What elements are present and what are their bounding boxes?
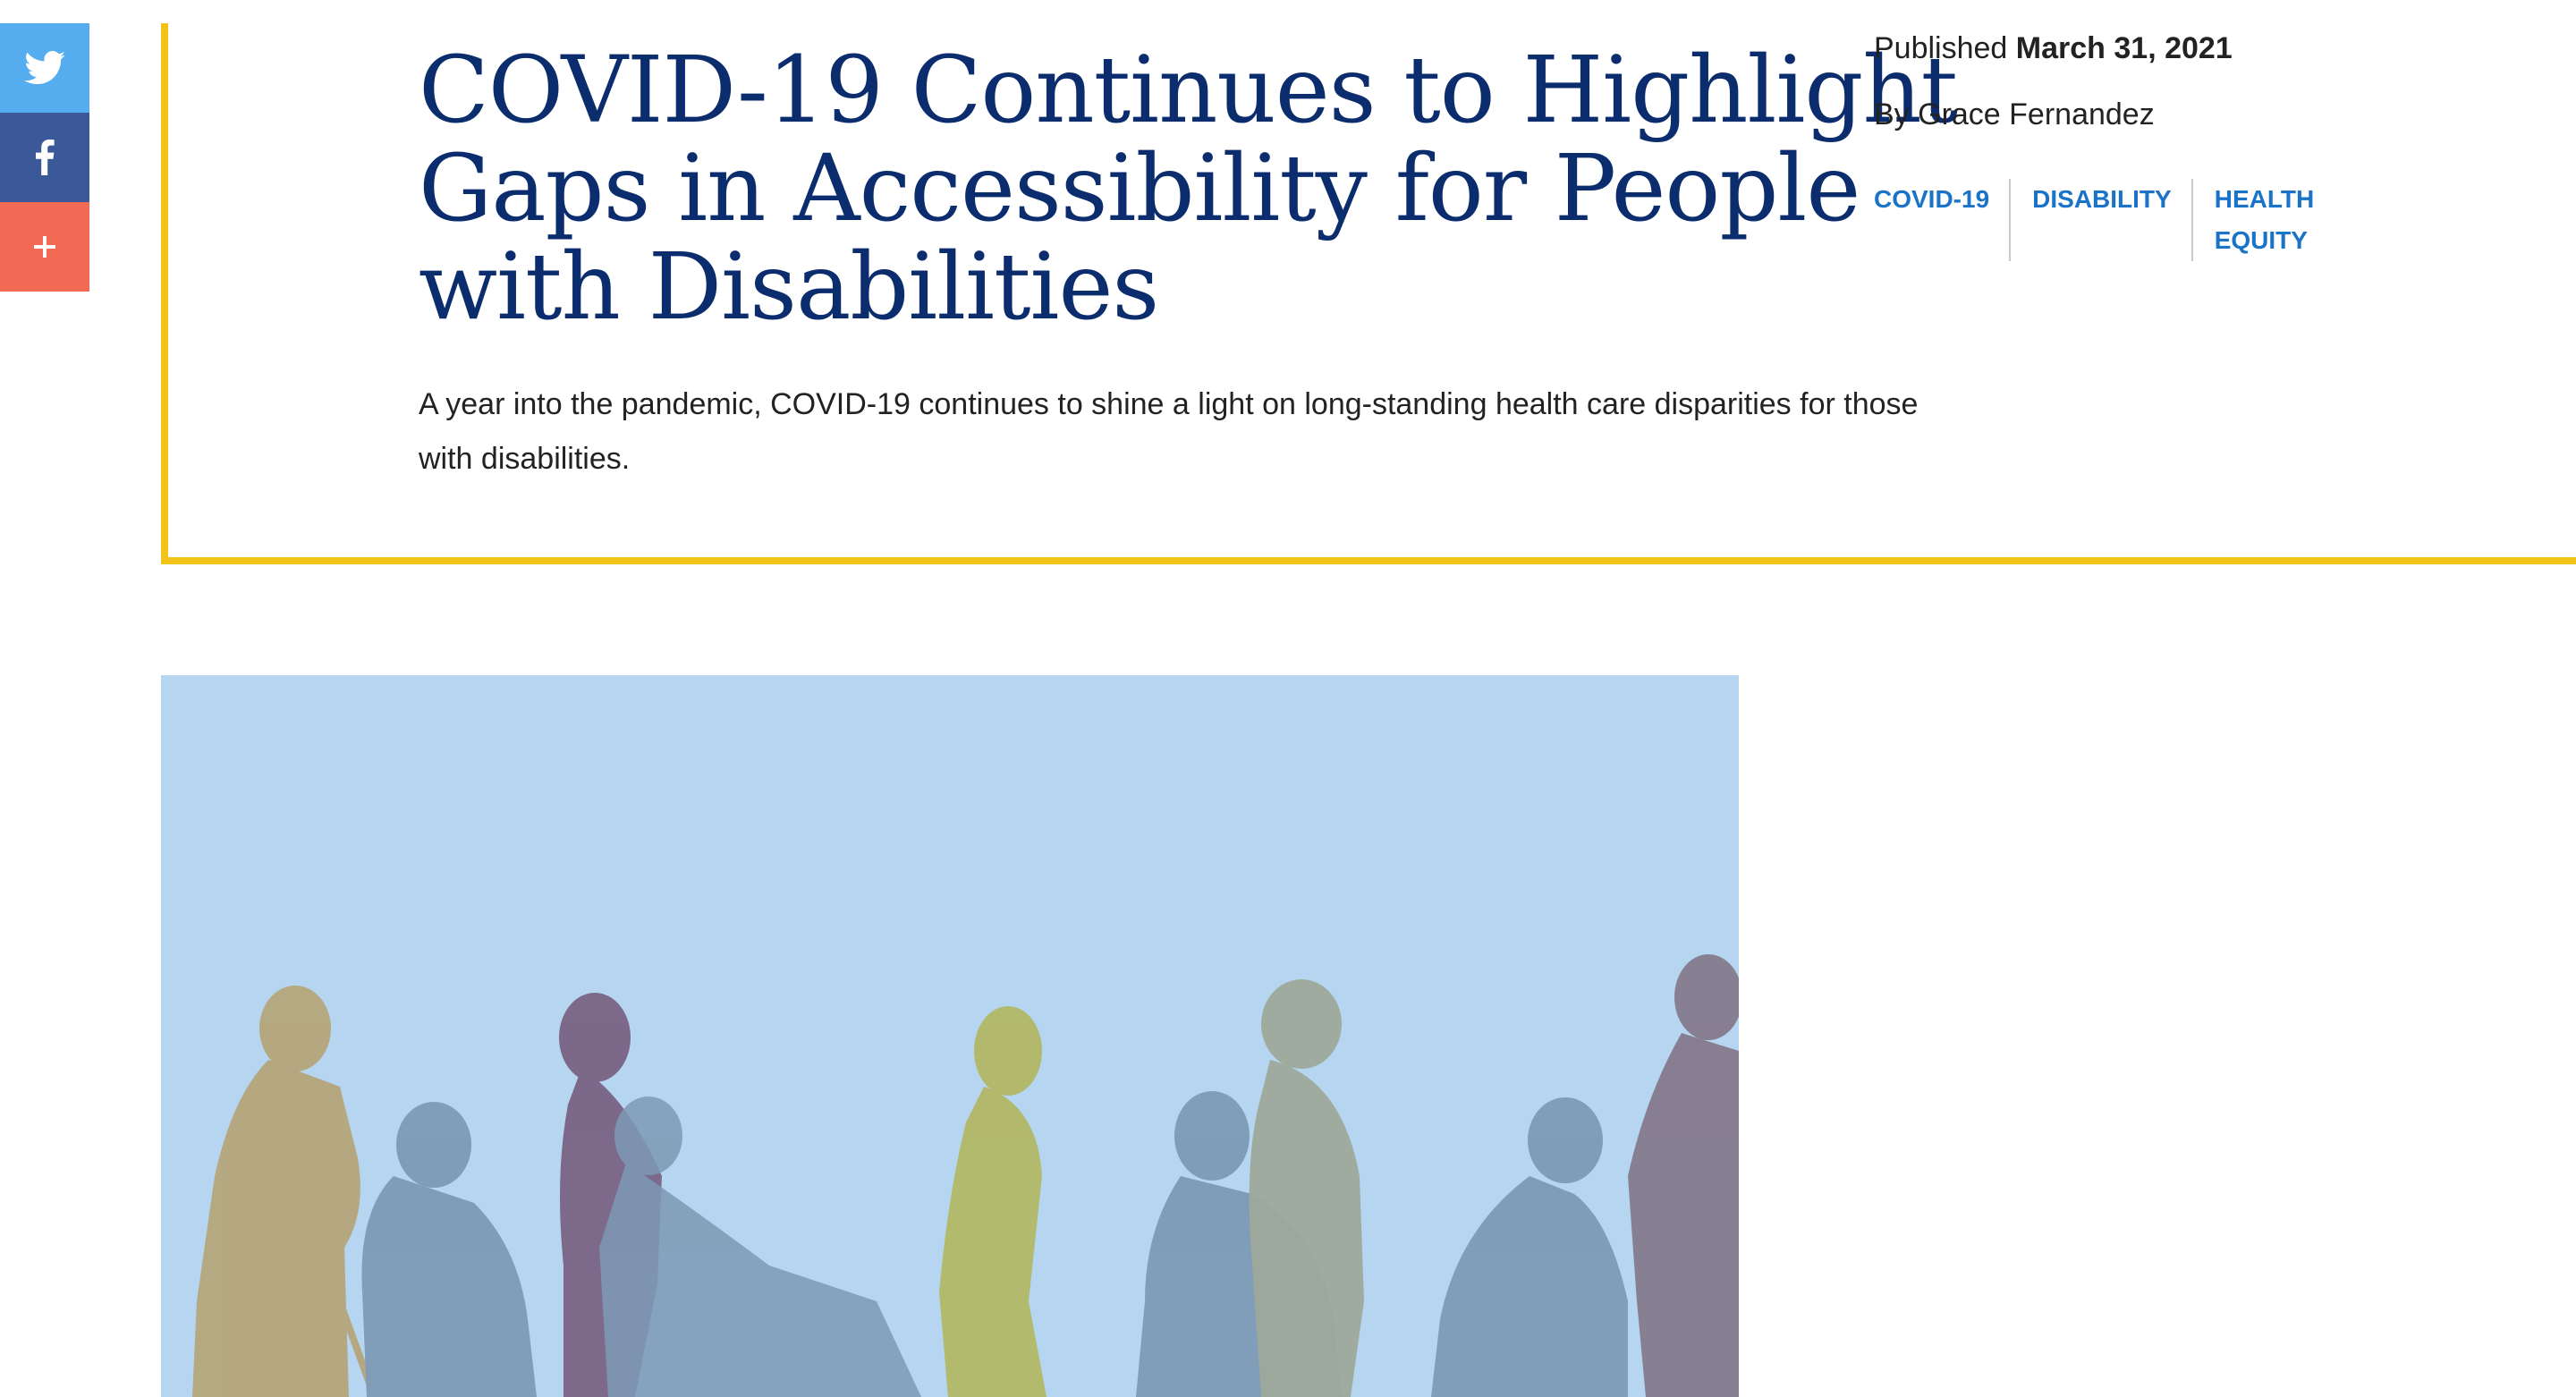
article-meta: Published March 31, 2021 By Grace Fernan…	[1874, 29, 2500, 261]
published-date: March 31, 2021	[2015, 31, 2233, 65]
published-label: Published	[1874, 31, 2008, 65]
article-title: COVID-19 Continues to Highlight Gaps in …	[419, 37, 1958, 341]
share-rail	[0, 23, 89, 292]
tag-disability[interactable]: DISABILITY	[2032, 179, 2193, 261]
facebook-share-button[interactable]	[0, 113, 89, 202]
tag-health-equity[interactable]: HEALTH EQUITY	[2214, 185, 2315, 254]
silhouette-reclined-wheelchair	[599, 1096, 921, 1397]
silhouette-man-standing	[1249, 979, 1364, 1397]
silhouette-woman-prosthetic	[939, 1006, 1046, 1397]
silhouette-man-cane	[192, 986, 375, 1397]
article-header: COVID-19 Continues to Highlight Gaps in …	[161, 23, 2576, 564]
twitter-share-button[interactable]	[0, 23, 89, 113]
silhouette-person-standing-right	[1628, 954, 1739, 1397]
silhouette-seated-wheelchair-3	[1431, 1097, 1628, 1397]
silhouette-seated-wheelchair-1	[361, 1102, 537, 1397]
byline: By Grace Fernandez	[1874, 97, 2155, 131]
published-line: Published March 31, 2021	[1874, 29, 2500, 68]
facebook-icon	[35, 140, 55, 175]
more-share-button[interactable]	[0, 202, 89, 292]
twitter-icon	[24, 51, 65, 85]
hero-illustration	[161, 675, 1739, 1397]
article-dek: A year into the pandemic, COVID-19 conti…	[419, 387, 1919, 476]
tag-list: COVID-19 DISABILITY HEALTH EQUITY	[1874, 179, 2375, 261]
tag-covid-19[interactable]: COVID-19	[1874, 179, 2012, 261]
people-silhouettes-illustration	[192, 954, 1739, 1397]
plus-icon	[32, 234, 57, 259]
